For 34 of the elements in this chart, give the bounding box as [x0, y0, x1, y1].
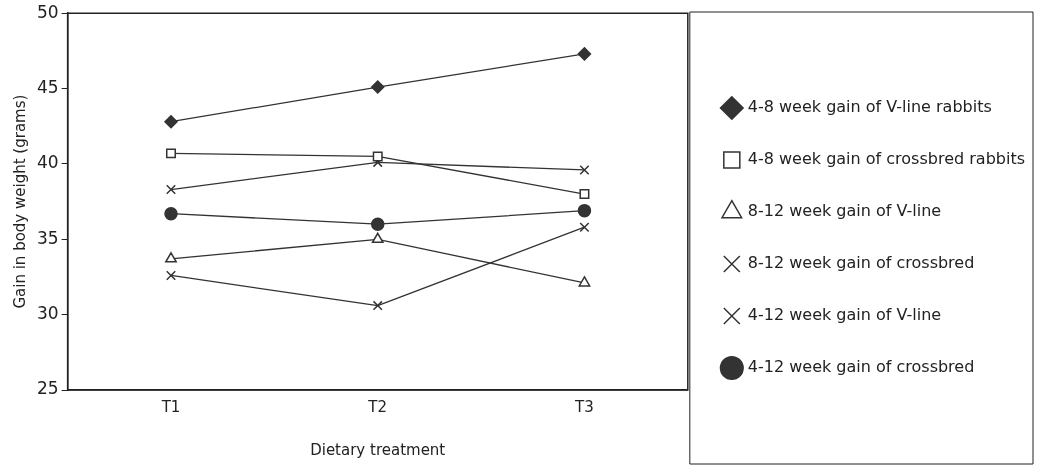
point: [166, 184, 176, 195]
legend-label: 8-12 week gain of V-line: [747, 201, 942, 221]
point: [166, 270, 176, 281]
point: [372, 300, 383, 311]
x-axis-title: Dietary treatment: [310, 440, 446, 459]
legend-label: 4-12 week gain of crossbred: [747, 357, 975, 377]
point: [164, 206, 178, 221]
point: [579, 222, 590, 233]
point: [165, 252, 177, 263]
x-tick-label: T1: [160, 397, 181, 416]
point: [370, 80, 385, 94]
legend-label: 8-12 week gain of crossbred: [747, 253, 975, 273]
point: [372, 151, 383, 162]
point: [371, 232, 384, 244]
legend-label: 4-12 week gain of V-line: [747, 305, 942, 325]
y-tick-label: 25: [36, 378, 59, 399]
point: [578, 276, 591, 287]
y-tick-label: 35: [36, 227, 59, 248]
point: [579, 164, 590, 175]
point: [577, 203, 592, 218]
y-tick-label: 40: [36, 152, 59, 173]
x-tick-label: T2: [367, 397, 388, 416]
legend-label: 4-8 week gain of V-line rabbits: [747, 97, 992, 117]
point: [164, 114, 178, 129]
y-tick-label: 50: [36, 1, 59, 22]
point: [579, 189, 590, 200]
point: [577, 47, 592, 61]
point: [370, 217, 385, 231]
legend-label: 4-8 week gain of crossbred rabbits: [747, 149, 1025, 169]
y-tick-label: 30: [36, 303, 59, 324]
y-tick-label: 45: [36, 76, 59, 97]
y-axis-title: Gain in body weight (grams): [10, 94, 29, 309]
x-tick-label: T3: [574, 397, 594, 416]
point: [166, 148, 176, 159]
